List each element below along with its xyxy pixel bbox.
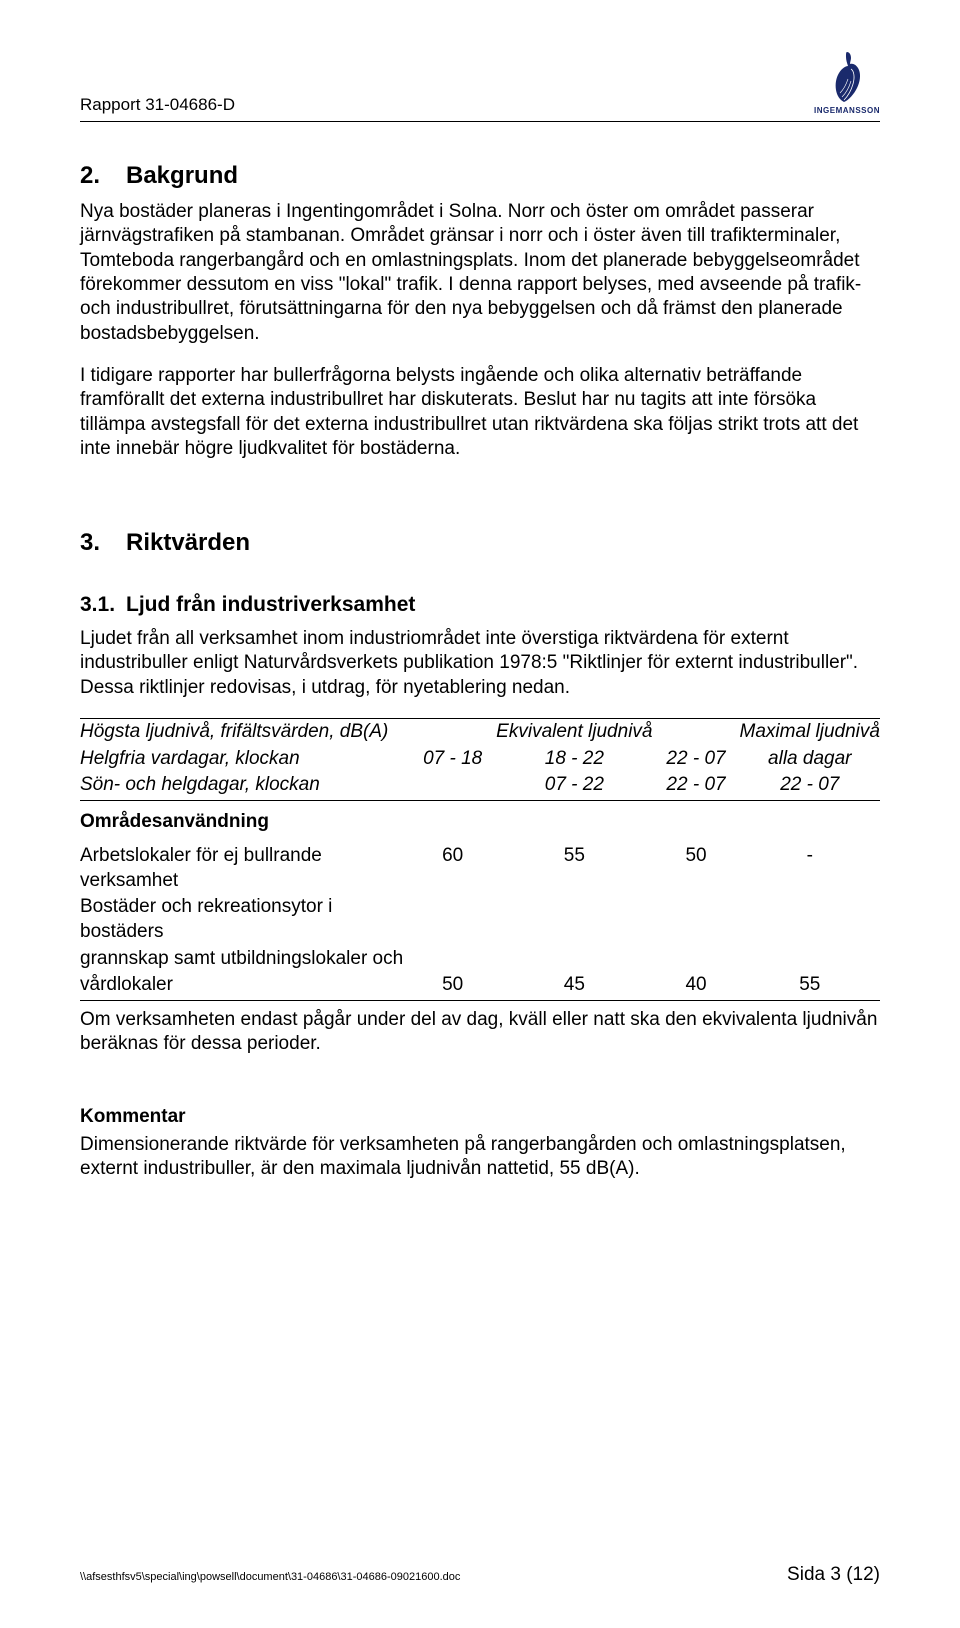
- section-3-title: Riktvärden: [126, 529, 250, 556]
- row-a-v1: 60: [409, 843, 496, 894]
- section-3-number: 3.: [80, 529, 126, 557]
- section-2-paragraph-2: I tidigare rapporter har bullerfrågorna …: [80, 364, 880, 461]
- row-a-v2: 55: [496, 843, 652, 894]
- table-head-1: Högsta ljudnivå, frifältsvärden, dB(A): [80, 719, 409, 746]
- report-id: Rapport 31-04686-D: [80, 95, 235, 115]
- row-a-label: Arbetslokaler för ej bullrande verksamhe…: [80, 843, 409, 894]
- section-3-1-paragraph-1: Ljudet från all verksamhet inom industri…: [80, 627, 880, 700]
- footer-filepath: \\afsesthfsv5\special\ing\powsell\docume…: [80, 1571, 460, 1583]
- section-2-title: Bakgrund: [126, 162, 238, 189]
- row-b-v2: 45: [496, 972, 652, 999]
- section-2-paragraph-1: Nya bostäder planeras i Ingentingområdet…: [80, 200, 880, 346]
- page-header: Rapport 31-04686-D INGEMANSSON: [80, 50, 880, 122]
- section-3-1-title: Ljud från industriverksamhet: [126, 593, 415, 616]
- table-r2-c3: 07 - 22: [496, 772, 652, 799]
- table-r1-c2: 07 - 18: [409, 746, 496, 773]
- section-3-heading: 3.Riktvärden: [80, 529, 880, 557]
- logo-caption: INGEMANSSON: [814, 106, 880, 115]
- row-b-v3: 40: [652, 972, 739, 999]
- row-b-line1: Bostäder och rekreationsytor i bostäders: [80, 894, 409, 945]
- table-r2-label: Sön- och helgdagar, klockan: [80, 772, 409, 799]
- table-r1-label: Helgfria vardagar, klockan: [80, 746, 409, 773]
- table-r1-c4: 22 - 07: [652, 746, 739, 773]
- row-b-v4: 55: [740, 972, 880, 999]
- noise-levels-table: Högsta ljudnivå, frifältsvärden, dB(A) E…: [80, 719, 880, 1002]
- comment-body: Dimensionerande riktvärde för verksamhet…: [80, 1133, 880, 1182]
- section-2-heading: 2.Bakgrund: [80, 162, 880, 190]
- area-heading: Områdesanvändning: [80, 802, 880, 843]
- section-3-1-number: 3.1.: [80, 593, 126, 617]
- row-b-line2: grannskap samt utbildningslokaler och: [80, 946, 409, 973]
- row-b-v1: 50: [409, 972, 496, 999]
- row-a-v4: -: [740, 843, 880, 894]
- footer-page: Sida 3 (12): [787, 1564, 880, 1586]
- row-b-line3: vårdlokaler: [80, 972, 409, 999]
- table-head-2: Ekvivalent ljudnivå: [496, 719, 652, 746]
- table-head-3: Maximal ljudnivå: [740, 719, 880, 746]
- shell-logo-icon: [827, 50, 867, 104]
- row-a-v3: 50: [652, 843, 739, 894]
- section-2-number: 2.: [80, 162, 126, 190]
- table-r1-c3: 18 - 22: [496, 746, 652, 773]
- table-r2-c5: 22 - 07: [740, 772, 880, 799]
- section-3-1-heading: 3.1.Ljud från industriverksamhet: [80, 593, 880, 617]
- company-logo: INGEMANSSON: [814, 50, 880, 115]
- comment-heading: Kommentar: [80, 1106, 186, 1127]
- table-r2-c4: 22 - 07: [652, 772, 739, 799]
- table-r1-c5: alla dagar: [740, 746, 880, 773]
- page-footer: \\afsesthfsv5\special\ing\powsell\docume…: [80, 1564, 880, 1586]
- table-note: Om verksamheten endast pågår under del a…: [80, 1008, 880, 1057]
